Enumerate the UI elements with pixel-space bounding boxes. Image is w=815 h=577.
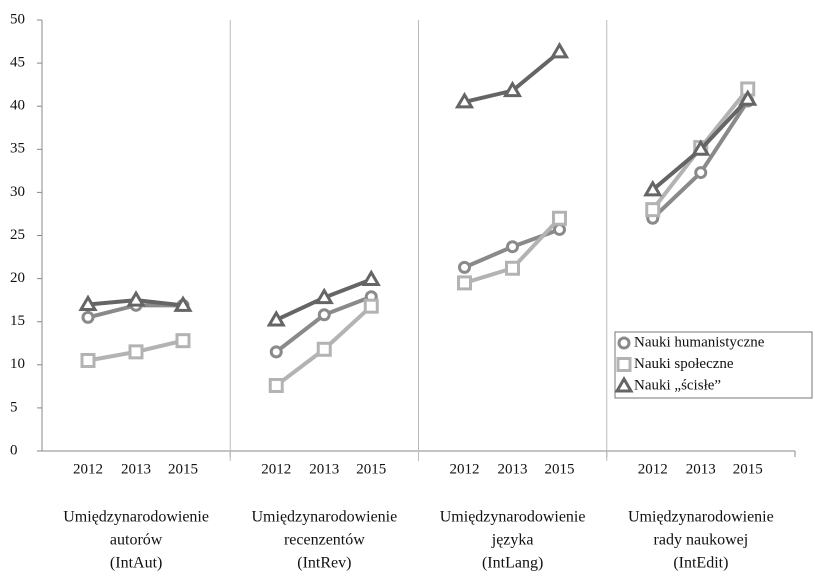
- y-tick-label: 10: [10, 356, 25, 372]
- legend-box: [614, 331, 813, 399]
- legend-label: Nauki humanistyczne: [634, 334, 765, 350]
- x-tick-label: 2013: [498, 461, 528, 477]
- data-point: [643, 179, 663, 197]
- y-tick-label: 45: [10, 55, 25, 71]
- data-point: [454, 91, 475, 109]
- data-point: [738, 89, 758, 106]
- x-tick-label: 2012: [450, 461, 480, 477]
- data-point: [691, 139, 711, 156]
- y-tick-label: 25: [10, 227, 25, 243]
- data-point: [363, 298, 379, 314]
- legend-marker: [617, 336, 631, 350]
- legend-marker: [616, 357, 632, 372]
- data-point: [553, 222, 566, 236]
- y-tick-label: 35: [10, 141, 25, 157]
- data-point: [126, 290, 146, 307]
- x-tick-label: 2013: [686, 461, 716, 477]
- legend-label: Nauki „ścisłe”: [634, 377, 721, 393]
- data-point: [361, 269, 381, 286]
- x-tick-label: 2012: [73, 461, 103, 477]
- legend-label: Nauki społeczne: [634, 356, 734, 372]
- data-point: [81, 310, 95, 324]
- group-label: (IntEdit): [673, 555, 728, 572]
- series-line: [651, 99, 750, 220]
- data-point: [317, 308, 331, 322]
- x-tick-label: 2012: [638, 461, 668, 477]
- x-tick-label: 2013: [309, 461, 339, 477]
- y-tick-label: 30: [10, 184, 25, 200]
- group-label: Umiędzynarodowienie: [63, 509, 209, 526]
- data-point: [458, 260, 471, 274]
- data-point: [316, 341, 332, 357]
- data-point: [314, 287, 334, 305]
- data-point: [549, 41, 570, 59]
- y-tick-label: 0: [10, 442, 18, 458]
- x-tick-label: 2012: [261, 461, 291, 477]
- x-tick-label: 2015: [733, 461, 763, 477]
- data-point: [502, 80, 523, 98]
- x-tick-label: 2015: [356, 461, 386, 477]
- y-tick-label: 15: [10, 313, 25, 329]
- data-point: [505, 260, 520, 276]
- y-tick-label: 5: [10, 399, 18, 415]
- data-point: [173, 295, 193, 312]
- group-label: recenzentów: [284, 532, 365, 549]
- data-point: [266, 309, 286, 327]
- data-point: [645, 202, 661, 218]
- group-label: języka: [491, 532, 534, 549]
- data-point: [268, 377, 284, 393]
- group-label: Umiędzynarodowienie: [252, 509, 398, 526]
- data-point: [269, 345, 283, 359]
- data-point: [552, 210, 567, 226]
- x-tick-label: 2015: [545, 461, 575, 477]
- group-label: (IntRev): [297, 555, 351, 572]
- y-tick-label: 20: [10, 270, 25, 286]
- data-point: [80, 352, 96, 368]
- data-point: [457, 275, 472, 291]
- y-tick-label: 50: [10, 11, 25, 27]
- y-tick-label: 40: [10, 98, 25, 114]
- data-point: [506, 240, 519, 254]
- group-label: rady naukowej: [654, 532, 749, 549]
- group-label: (IntLang): [482, 555, 543, 572]
- data-point: [128, 344, 144, 360]
- group-label: (IntAut): [110, 555, 162, 572]
- group-label: autorów: [110, 532, 163, 549]
- legend-marker: [614, 376, 634, 393]
- x-tick-label: 2013: [121, 461, 151, 477]
- group-label: Umiędzynarodowienie: [440, 509, 586, 526]
- group-label: Umiędzynarodowienie: [628, 509, 774, 526]
- x-tick-label: 2015: [168, 461, 198, 477]
- data-point: [175, 333, 191, 349]
- data-point: [78, 294, 98, 311]
- data-point: [694, 166, 708, 180]
